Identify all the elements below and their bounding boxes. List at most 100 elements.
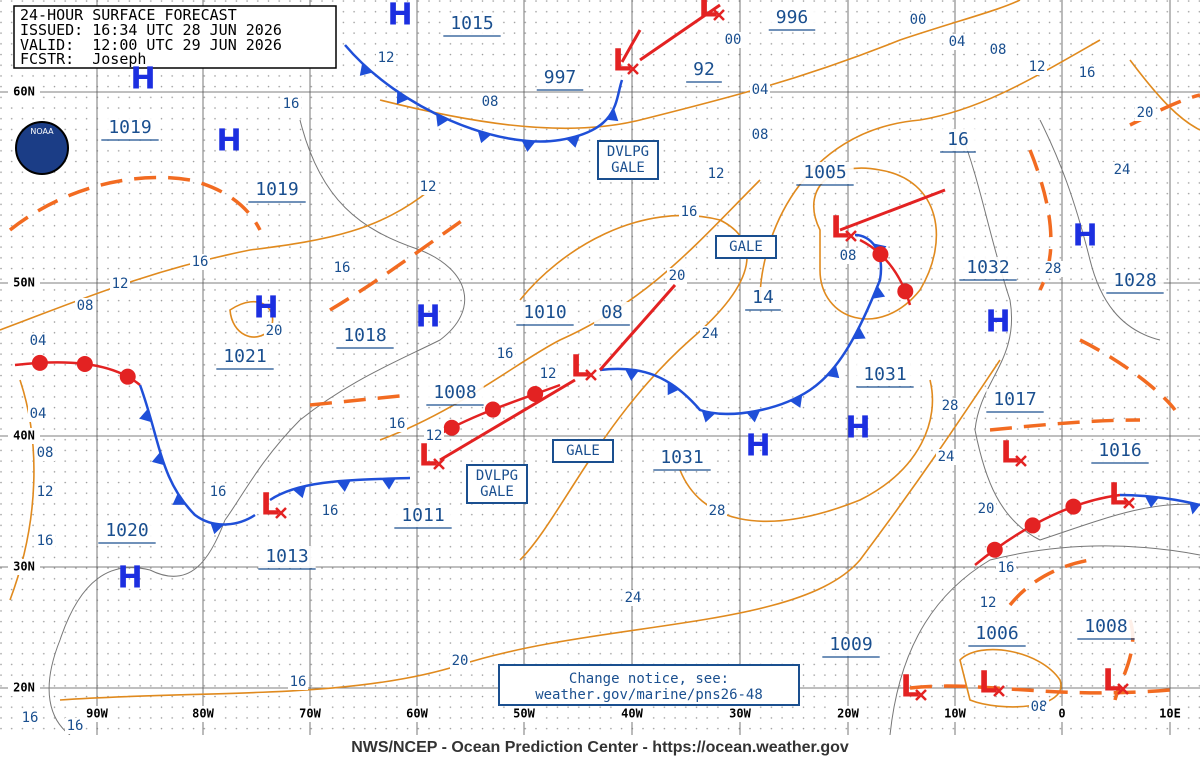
isobar-label-bg (667, 268, 687, 284)
isobar-label: 20 (669, 268, 686, 284)
pressure-label: 1032 (966, 257, 1009, 278)
pressure-label: 1018 (343, 325, 386, 346)
isobar-label: 28 (709, 503, 726, 519)
low-center: L (1108, 478, 1127, 513)
lat-label: 50N (13, 276, 35, 290)
pressure-label-box (258, 546, 316, 568)
pressure-label-box (986, 389, 1044, 411)
pressure-label: 1005 (803, 162, 846, 183)
warning-text: DVLPG (607, 144, 649, 160)
noaa-logo (15, 121, 69, 175)
lon-label: 10E (1159, 707, 1181, 721)
lon-label: 30W (729, 707, 751, 721)
pressure-label-box (248, 179, 306, 201)
isobar-label-bg (750, 127, 770, 143)
isobar-label-bg (35, 484, 55, 500)
front-symbol (76, 355, 93, 372)
low-center: L (900, 670, 919, 705)
isobar-label: 24 (1114, 162, 1131, 178)
lat-label-box (8, 559, 40, 575)
isobar-label: 24 (625, 590, 642, 606)
isobar-label-bg (936, 449, 956, 465)
front-symbol (336, 480, 351, 492)
warning-text: GALE (611, 160, 645, 176)
pressure-label: 1028 (1113, 270, 1156, 291)
front-symbol (292, 485, 307, 499)
cold-front (138, 384, 256, 526)
front-symbol (521, 140, 536, 152)
isobar-label-bg (110, 276, 130, 292)
pressure-label: 997 (544, 67, 577, 88)
lon-label-box (723, 706, 757, 722)
pressure-label: 1013 (265, 546, 308, 567)
lat-label: 20N (13, 681, 35, 695)
low-x (993, 685, 1005, 697)
front-symbol (872, 285, 886, 299)
pressure-label-box (516, 302, 574, 324)
isobar-label-bg (28, 406, 48, 422)
front-symbol (210, 522, 225, 535)
pressure-label-box (653, 447, 711, 469)
isobar-label-bg (450, 653, 470, 669)
isobar-label: 08 (1031, 699, 1048, 715)
isobar-label-bg (75, 298, 95, 314)
warning-box (597, 140, 659, 180)
pressure-label: 1021 (223, 346, 266, 367)
front-symbol (119, 368, 136, 385)
front-symbol (1065, 498, 1082, 515)
header-box (13, 5, 337, 69)
isobar-label-bg (1112, 162, 1132, 178)
isobar-label: 04 (30, 333, 47, 349)
lat-label: 40N (13, 429, 35, 443)
pressure-label: 08 (601, 302, 623, 323)
isobar-label-bg (838, 248, 858, 264)
isobar-label: 16 (334, 260, 351, 276)
lon-label: 40W (621, 707, 643, 721)
isobar-label-bg (35, 533, 55, 549)
pressure-label-box (536, 67, 584, 89)
isobar-label-bg (387, 416, 407, 432)
lon-label-box (293, 706, 327, 722)
front-symbol (701, 410, 716, 423)
front-symbol (746, 410, 761, 423)
low-center: L (698, 0, 717, 25)
high-center: H (130, 62, 155, 97)
high-center: H (387, 0, 412, 33)
pressure-label: 1015 (450, 13, 493, 34)
isobar-label: 04 (949, 34, 966, 50)
low-x (1123, 497, 1135, 509)
isobar-label-bg (623, 590, 643, 606)
isobar-label: 16 (192, 254, 209, 270)
lat-label-box (8, 428, 40, 444)
lon-label-box (400, 706, 434, 722)
pressure-label: 1006 (975, 623, 1018, 644)
isobar-label-bg (700, 326, 720, 342)
front-symbol (789, 394, 803, 408)
lon-label-box (831, 706, 865, 722)
low-center: L (1102, 664, 1121, 699)
isobar-label-bg (940, 398, 960, 414)
notice-box (498, 664, 800, 706)
graticule (0, 0, 1200, 735)
isobar-label-bg (707, 503, 727, 519)
isobar-label: 20 (978, 501, 995, 517)
front-symbol (897, 283, 914, 300)
lon-label-box (80, 706, 114, 722)
lat-label-box (8, 275, 40, 291)
isobar-label: 04 (752, 82, 769, 98)
high-center: H (745, 429, 770, 464)
pressure-label: 1008 (433, 382, 476, 403)
high-center: H (985, 305, 1010, 340)
pressure-label: 996 (776, 7, 809, 28)
low-x (585, 369, 597, 381)
cold-front (599, 233, 883, 416)
isobar-label: 28 (942, 398, 959, 414)
pressure-label-box (796, 162, 854, 184)
lon-label-box (507, 706, 541, 722)
pressure-label: 1020 (105, 520, 148, 541)
isobar-label-bg (1043, 261, 1063, 277)
cold-front (269, 476, 411, 502)
pressure-label: 1031 (863, 364, 906, 385)
front-symbol (624, 368, 639, 381)
isobar-label: 16 (290, 674, 307, 690)
